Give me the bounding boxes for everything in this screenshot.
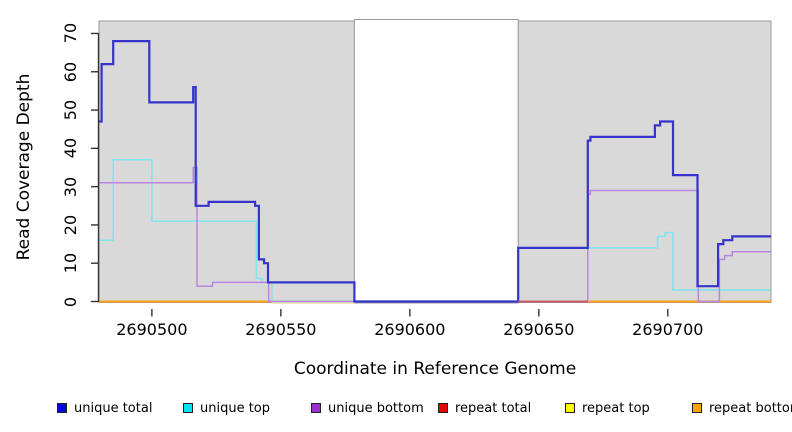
legend-swatch-repeat-total [438,403,448,413]
legend-label: unique bottom [328,400,424,416]
legend-label: unique top [200,400,271,416]
legend-label: repeat top [582,400,650,416]
legend-item-unique-total: unique total [57,399,152,417]
x-tick-label: 2690700 [632,320,704,339]
legend-item-unique-top: unique top [183,399,270,417]
x-tick-label: 2690500 [116,320,188,339]
y-tick-label: 60 [61,61,80,82]
legend-label: unique total [74,400,153,416]
white-gap-region [353,19,519,304]
legend: unique total unique top unique bottom repea… [0,399,792,419]
shaded-region [98,20,355,303]
x-tick-label: 2690550 [245,320,317,339]
x-axis-title: Coordinate in Reference Genome [293,359,577,379]
y-axis-title: Read Coverage Depth [14,73,34,261]
series-unique-total [99,40,771,303]
legend-label: repeat bottom [709,400,792,416]
y-tick-label: 30 [61,176,80,197]
legend-item-repeat-bottom: repeat bottom [692,399,792,417]
y-tick-label: 50 [61,99,80,121]
y-tick-label: 40 [61,138,80,159]
legend-swatch-repeat-top [565,403,575,413]
y-tick-label: 10 [61,253,80,274]
series-unique-top [99,159,771,303]
legend-item-repeat-total: repeat total [438,399,531,417]
legend-swatch-unique-top [183,403,193,413]
legend-swatch-unique-bottom [311,403,321,413]
legend-item-repeat-top: repeat top [565,399,650,417]
legend-label: repeat total [455,400,532,416]
y-tick-label: 0 [61,296,80,307]
y-tick-label: 20 [61,214,80,236]
x-tick-label: 2690600 [374,320,446,339]
legend-swatch-repeat-bottom [692,403,702,413]
legend-item-unique-bottom: unique bottom [311,399,424,417]
series-unique-bottom [99,166,771,303]
shaded-region [517,20,772,303]
x-tick-label: 2690650 [503,320,575,339]
legend-swatch-unique-total [57,403,67,413]
y-tick-label: 70 [61,23,80,44]
